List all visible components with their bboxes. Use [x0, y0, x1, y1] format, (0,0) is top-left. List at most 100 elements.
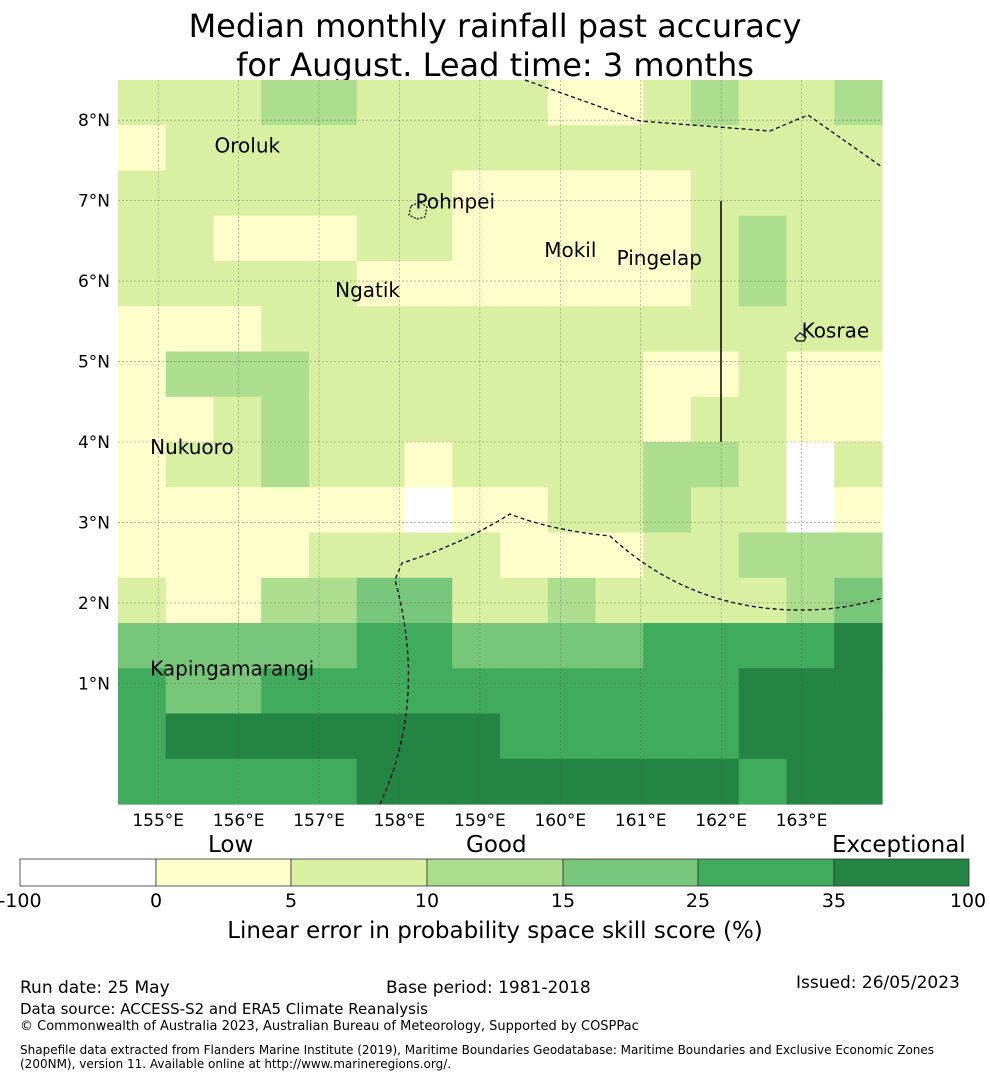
lat-tick-label: 2°N [78, 594, 110, 614]
skill-cell [595, 668, 644, 715]
skill-cell [452, 442, 501, 488]
skill-cell [738, 170, 788, 217]
skill-cell [500, 577, 549, 624]
skill-cell [165, 668, 215, 715]
skill-cell [786, 713, 835, 760]
skill-cell [404, 713, 453, 760]
skill-cell [165, 577, 215, 624]
skill-cell [452, 713, 501, 760]
skill-cell [309, 532, 358, 579]
skill-cell [261, 215, 310, 262]
skill-cell [547, 713, 597, 760]
skill-cell [356, 261, 406, 307]
skill-cell [309, 487, 358, 534]
skill-cell [118, 668, 167, 715]
skill-cell [500, 396, 549, 443]
skill-cell [691, 396, 740, 443]
skill-cell [738, 577, 788, 624]
skill-cell [309, 668, 358, 715]
skill-cell [165, 623, 215, 669]
skill-cell [213, 261, 262, 307]
lon-tick-label: 163°E [776, 811, 828, 831]
skill-cell [738, 80, 788, 126]
skill-cell [834, 215, 883, 262]
skill-cell [500, 80, 549, 126]
skill-cell [404, 758, 453, 805]
island-outlines [408, 201, 807, 342]
skill-cell [547, 396, 597, 443]
skill-cell [261, 306, 310, 353]
lat-tick-label: 7°N [78, 192, 110, 212]
skill-cell [452, 125, 501, 172]
skill-cell [643, 442, 692, 488]
place-label: Kapingamarangi [150, 656, 314, 680]
skill-cell [834, 668, 883, 715]
skill-cell [213, 442, 262, 488]
skill-cell [738, 215, 788, 262]
skill-cell [691, 215, 740, 262]
lon-tick-label: 157°E [293, 811, 345, 831]
skill-cell [165, 713, 215, 760]
eez-boundary-north [524, 79, 883, 168]
skill-cell [356, 532, 406, 579]
lat-tick-label: 6°N [78, 272, 110, 292]
skill-cell [834, 487, 883, 534]
skill-cell [834, 532, 883, 579]
skill-cell [213, 125, 262, 172]
skill-cell [500, 351, 549, 398]
skill-cell [547, 442, 597, 488]
skill-cell [404, 351, 453, 398]
skill-cell [452, 668, 501, 715]
shapefile-credit-line1: Shapefile data extracted from Flanders M… [20, 1043, 935, 1057]
skill-cell [547, 351, 597, 398]
skill-cell [309, 170, 358, 217]
skill-cell [834, 623, 883, 669]
colorbar-segment [562, 858, 699, 887]
colorbar-tick: 0 [149, 890, 163, 912]
skill-cell [643, 125, 692, 172]
skill-cell [452, 758, 501, 805]
skill-cell [643, 170, 692, 217]
skill-cell [213, 487, 262, 534]
skill-cell [452, 306, 501, 353]
skill-cell [834, 396, 883, 443]
lat-tick-label: 4°N [78, 433, 110, 453]
skill-cell [213, 351, 262, 398]
shapefile-credit-line2: (200NM), version 11. Available online at… [20, 1057, 452, 1071]
skill-cell [404, 170, 453, 217]
skill-cell [547, 261, 597, 307]
skill-cell [452, 215, 501, 262]
skill-cell [356, 306, 406, 353]
skill-cell [643, 577, 692, 624]
colorbar-tick: 15 [550, 890, 576, 912]
skill-cell [500, 170, 549, 217]
skill-cell [595, 351, 644, 398]
colorbar-tick: 100 [949, 890, 987, 912]
skill-cell [356, 668, 406, 715]
skill-cell [547, 532, 597, 579]
place-labels: Oroluk Pohnpei Mokil Pingelap Ngatik Kosrae Nu… [150, 133, 869, 680]
skill-cell [118, 713, 167, 760]
skill-cell [404, 80, 453, 126]
skill-cell [834, 261, 883, 307]
skill-cell [595, 758, 644, 805]
skill-cell [691, 577, 740, 624]
skill-cell [452, 487, 501, 534]
skill-cell [452, 577, 501, 624]
skill-cell [547, 623, 597, 669]
skill-cell [500, 758, 549, 805]
skill-cell [500, 442, 549, 488]
skill-cell [213, 623, 262, 669]
skill-cell [165, 261, 215, 307]
skill-cell [500, 215, 549, 262]
skill-cell [834, 713, 883, 760]
skill-cell [834, 80, 883, 126]
skill-cell [595, 442, 644, 488]
skill-cell [691, 306, 740, 353]
skill-cell [738, 713, 788, 760]
skill-cell [500, 532, 549, 579]
skill-cell [261, 80, 310, 126]
skill-cell [118, 170, 167, 217]
skill-cell [165, 487, 215, 534]
skill-cell [834, 577, 883, 624]
